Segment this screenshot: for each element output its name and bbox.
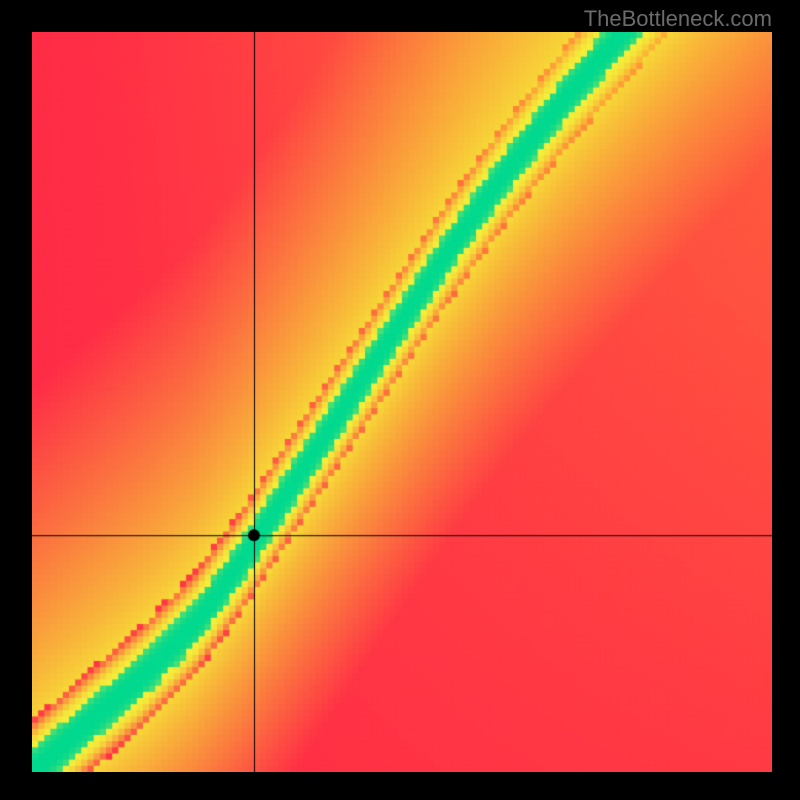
bottleneck-heatmap [32, 32, 772, 772]
watermark-text: TheBottleneck.com [584, 6, 772, 32]
